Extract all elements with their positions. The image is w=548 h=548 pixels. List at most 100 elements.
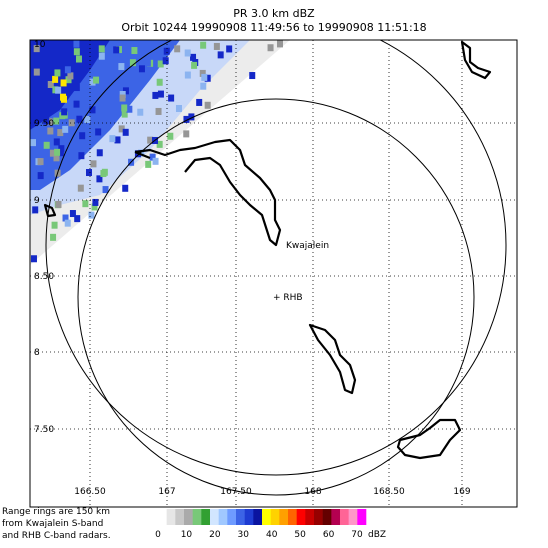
radar-pixel xyxy=(163,47,170,55)
footnote: and RHB C-band radars. xyxy=(2,531,111,541)
place-label: Kwajalein xyxy=(286,241,329,251)
radar-pixel xyxy=(131,47,138,55)
radar-pixel xyxy=(121,110,128,118)
radar-pixel xyxy=(43,117,50,125)
radar-pixel xyxy=(59,112,66,120)
colorbar-cell xyxy=(236,509,245,525)
radar-pixel xyxy=(57,129,64,137)
radar-pixel xyxy=(188,113,195,121)
radar-pixel xyxy=(73,40,80,48)
radar-pixel xyxy=(30,255,37,263)
radar-pixel xyxy=(126,105,133,113)
radar-pixel xyxy=(60,95,67,103)
radar-pixel xyxy=(73,100,80,108)
radar-pixel xyxy=(31,61,38,69)
radar-pixel xyxy=(49,149,56,157)
place-label: + RHB xyxy=(273,293,303,303)
radar-pixel xyxy=(74,215,81,223)
radar-pixel xyxy=(119,90,126,98)
radar-pixel xyxy=(88,211,95,219)
radar-pixel xyxy=(119,94,126,102)
radar-pixel xyxy=(118,125,125,133)
lon-label: 167 xyxy=(158,487,175,497)
radar-pixel xyxy=(204,101,211,109)
radar-pixel xyxy=(90,160,97,168)
radar-pixel xyxy=(32,206,39,214)
radar-pixel xyxy=(46,118,53,126)
colorbar-cell xyxy=(158,509,167,525)
colorbar-cell xyxy=(166,509,176,525)
radar-pixel xyxy=(122,87,129,95)
radar-pixel xyxy=(77,184,84,192)
colorbar-cell xyxy=(175,509,185,525)
colorbar-cell xyxy=(201,509,211,525)
radar-pixel xyxy=(95,128,102,136)
colorbar-tick-label: 70 xyxy=(351,530,363,540)
colorbar-tick-label: 60 xyxy=(323,530,335,540)
radar-pixel xyxy=(86,169,93,177)
radar-pixel xyxy=(96,149,103,157)
lat-label: 7.50 xyxy=(34,425,54,435)
radar-pixel xyxy=(149,153,156,161)
radar-pixel xyxy=(37,158,44,166)
range-ring-rhb xyxy=(77,98,475,496)
colorbar-cell xyxy=(357,509,367,525)
radar-pixel xyxy=(155,107,162,115)
colorbar: 0 10 20 30 40 50 60 70 dBZ xyxy=(155,509,386,540)
radar-pixel xyxy=(190,53,197,61)
colorbar-cell xyxy=(218,509,228,525)
radar-pixel xyxy=(118,63,125,71)
radar-pixel xyxy=(84,115,91,123)
colorbar-tick-label: 0 xyxy=(155,530,161,540)
radar-pixel xyxy=(121,57,128,65)
radar-pixel xyxy=(98,45,105,53)
radar-pixel xyxy=(113,46,120,54)
radar-pixel xyxy=(53,154,60,162)
colorbar-cell xyxy=(288,509,297,525)
radar-pixel xyxy=(55,86,62,94)
radar-pixel xyxy=(61,137,68,145)
radar-pixel xyxy=(79,132,86,140)
radar-pixel xyxy=(43,141,50,149)
radar-pixel xyxy=(129,59,136,67)
radar-pixel xyxy=(61,108,68,116)
radar-pixel xyxy=(184,71,191,79)
plot-area xyxy=(30,40,517,507)
radar-pixel xyxy=(54,69,61,77)
radar-pixel xyxy=(138,149,145,157)
lat-label: 8 xyxy=(34,348,40,358)
radar-pixel xyxy=(109,135,116,143)
radar-pixel xyxy=(226,45,233,53)
radar-pixel xyxy=(50,233,57,241)
radar-pixel xyxy=(75,55,82,63)
coastline xyxy=(396,418,462,460)
radar-pixel xyxy=(33,68,40,76)
lon-label: 168.50 xyxy=(373,487,405,497)
radar-pixel xyxy=(213,42,220,50)
lon-label: 169 xyxy=(453,487,470,497)
radar-pixel xyxy=(47,80,54,88)
radar-pixel xyxy=(184,49,191,57)
radar-pixel xyxy=(121,104,128,112)
radar-pixel xyxy=(145,160,152,168)
colorbar-cell xyxy=(184,509,193,525)
colorbar-cell xyxy=(296,509,306,525)
radar-pixel xyxy=(55,200,62,208)
radar-pixel xyxy=(276,40,283,48)
radar-pixel xyxy=(54,148,61,156)
radar-pixel xyxy=(78,152,85,160)
radar-pixel xyxy=(30,84,37,92)
radar-pixel xyxy=(183,130,190,138)
radar-pixel xyxy=(93,76,100,84)
radar-pixel xyxy=(152,91,159,99)
colorbar-tick-label: 30 xyxy=(238,530,250,540)
frame xyxy=(29,39,518,508)
radar-pixel xyxy=(67,72,74,80)
radar-pixel xyxy=(249,72,256,80)
radar-pixel xyxy=(30,139,37,147)
radar-pixel xyxy=(62,125,69,133)
radar-pixel xyxy=(69,210,76,218)
colorbar-cell xyxy=(305,509,315,525)
radar-pixel xyxy=(167,132,174,140)
